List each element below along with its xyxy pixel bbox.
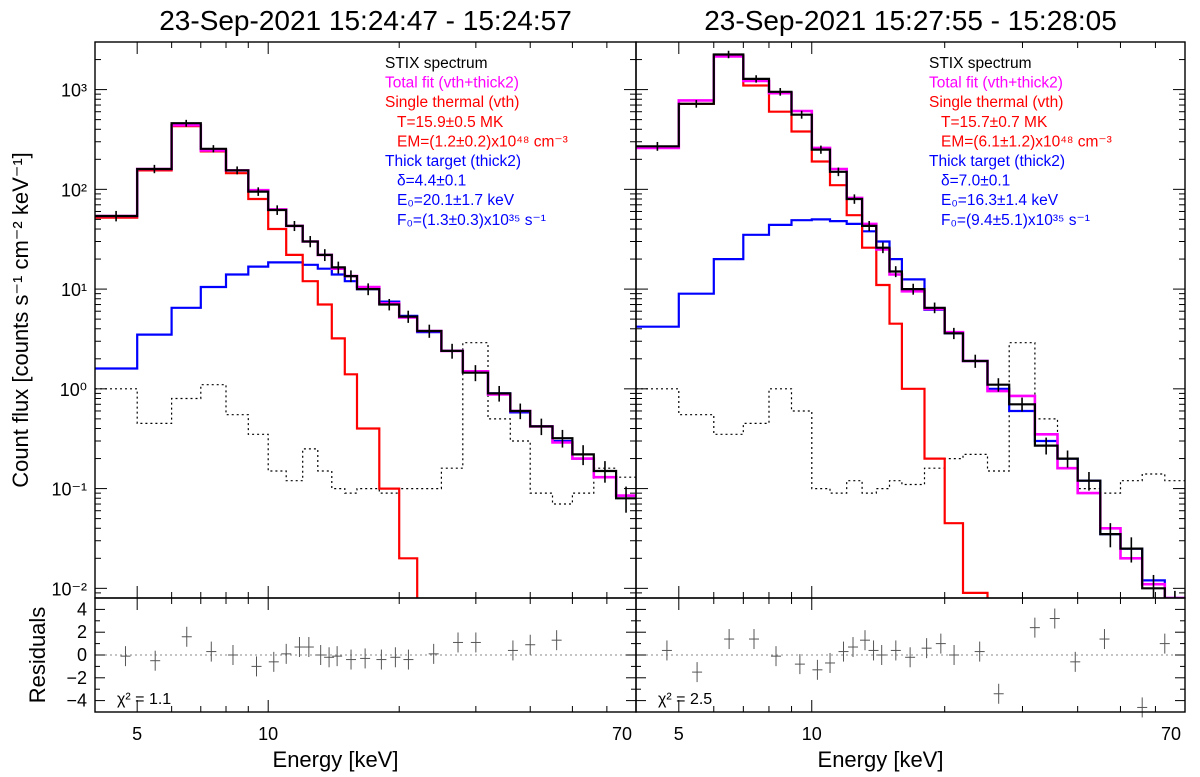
spectrum-panel-left — [95, 119, 636, 598]
y-axis-label: Count flux [counts s⁻¹ cm⁻² keV⁻¹] — [8, 152, 33, 488]
legend-cutoff-energy: E₀=20.1±1.7 keV — [397, 192, 515, 209]
x-tick-label: 10 — [258, 724, 278, 744]
legend-thick-target: Thick target (thick2) — [929, 153, 1065, 170]
residuals-panel-left — [95, 626, 636, 677]
x-tick-label: 10 — [802, 724, 822, 744]
legend-stix: STIX spectrum — [385, 55, 488, 72]
legend-single-thermal: Single thermal (vth) — [385, 94, 519, 111]
legend-delta: δ=4.4±0.1 — [397, 173, 466, 190]
background-series-line — [95, 342, 636, 505]
x-tick-label: 5 — [674, 724, 684, 744]
y-tick-label: 10¹ — [61, 280, 87, 300]
plot-area — [95, 50, 1185, 718]
spectrum-frame — [635, 41, 1186, 599]
legend-total-fit: Total fit (vth+thick2) — [385, 75, 519, 92]
y-tick-label: 10³ — [61, 81, 87, 101]
residuals-panel-right — [636, 608, 1185, 718]
residual-tick-label: 4 — [77, 599, 87, 619]
legend-stix: STIX spectrum — [929, 55, 1032, 72]
legend-single-thermal: Single thermal (vth) — [929, 94, 1063, 111]
legend-temperature: T=15.9±0.5 MK — [397, 114, 504, 131]
x-axis-label-right: Energy [keV] — [818, 747, 944, 772]
y-tick-label: 10⁰ — [60, 380, 87, 400]
legend-cutoff-energy: E₀=16.3±1.4 keV — [941, 192, 1059, 209]
chi-squared-label-left: χ² = 1.1 — [117, 691, 171, 708]
residuals-axis-label: Residuals — [25, 607, 50, 704]
legend-electron-flux: F₀=(1.3±0.3)x10³⁵ s⁻¹ — [397, 212, 546, 229]
x-tick-label: 70 — [1161, 724, 1181, 744]
x-tick-label: 5 — [132, 724, 142, 744]
legend-temperature: T=15.7±0.7 MK — [941, 114, 1048, 131]
x-axis-label-left: Energy [keV] — [273, 747, 399, 772]
legend-total-fit: Total fit (vth+thick2) — [929, 75, 1063, 92]
legend-left: STIX spectrum Total fit (vth+thick2) Sin… — [385, 55, 568, 229]
chi-squared-label-right: χ² = 2.5 — [658, 691, 712, 708]
residual-tick-label: −2 — [66, 668, 87, 688]
thick-target-series-line — [636, 218, 1185, 598]
thick-target-series-line — [95, 261, 636, 497]
chart-title-left: 23-Sep-2021 15:24:47 - 15:24:57 — [159, 5, 572, 36]
residual-tick-label: 0 — [77, 645, 87, 665]
x-tick-label: 70 — [612, 724, 632, 744]
legend-right: STIX spectrum Total fit (vth+thick2) Sin… — [929, 55, 1112, 229]
residual-tick-label: −4 — [66, 691, 87, 711]
spectrum-panel-right — [636, 50, 1185, 598]
residual-tick-label: 2 — [77, 622, 87, 642]
y-tick-label: 10² — [61, 180, 87, 200]
legend-electron-flux: F₀=(9.4±5.1)x10³⁵ s⁻¹ — [941, 212, 1090, 229]
legend-thick-target: Thick target (thick2) — [385, 153, 521, 170]
legend-delta: δ=7.0±0.1 — [941, 173, 1010, 190]
legend-emission-measure: EM=(1.2±0.2)x10⁴⁸ cm⁻³ — [397, 133, 568, 150]
background-series-line — [636, 342, 1185, 494]
chart-title-right: 23-Sep-2021 15:27:55 - 15:28:05 — [704, 5, 1117, 36]
y-tick-label: 10⁻² — [51, 579, 87, 599]
axis-frames — [94, 41, 1186, 713]
residual-frame — [635, 597, 1186, 713]
axis-ticks: 5 10 70 10⁻² 10⁻¹ 10⁰ 10¹ 10² 10³ −4 −2 0 2 4 5 10 70 — [51, 41, 1186, 744]
legend-emission-measure: EM=(6.1±1.2)x10⁴⁸ cm⁻³ — [941, 133, 1112, 150]
y-tick-label: 10⁻¹ — [51, 480, 87, 500]
